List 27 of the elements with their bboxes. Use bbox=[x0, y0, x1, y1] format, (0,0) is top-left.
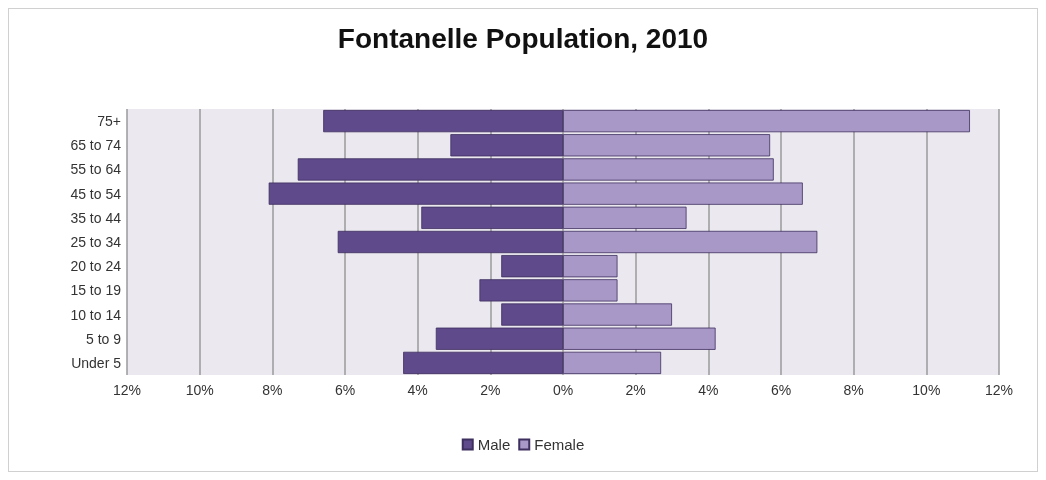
y-tick-label: 25 to 34 bbox=[70, 234, 122, 250]
y-tick-label: 55 to 64 bbox=[70, 161, 122, 178]
y-tick-label: 65 to 74 bbox=[70, 137, 122, 154]
y-tick-label: 75+ bbox=[97, 113, 121, 130]
x-tick-label: 8% bbox=[843, 382, 864, 398]
y-tick-label: 10 to 14 bbox=[70, 306, 122, 323]
x-tick-label: 10% bbox=[912, 382, 941, 398]
legend-label: Male bbox=[477, 436, 511, 453]
x-tick-label: 12% bbox=[984, 382, 1014, 398]
y-tick-label: 35 to 44 bbox=[70, 209, 122, 226]
x-tick-label: 0% bbox=[552, 382, 574, 398]
y-tick-label: Under 5 bbox=[71, 354, 122, 371]
x-tick-label: 12% bbox=[112, 382, 142, 398]
x-tick-label: 4% bbox=[698, 382, 719, 398]
chart-title: Fontanelle Population, 2010 bbox=[337, 22, 709, 54]
y-tick-label: 45 to 54 bbox=[70, 185, 122, 202]
y-tick-label: 20 to 24 bbox=[70, 258, 122, 275]
x-tick-label: 10% bbox=[185, 382, 214, 398]
x-tick-label: 2% bbox=[480, 382, 501, 398]
x-tick-label: 4% bbox=[407, 382, 428, 398]
x-tick-label: 2% bbox=[625, 382, 646, 398]
x-tick-label: 6% bbox=[334, 382, 356, 398]
x-tick-label: 6% bbox=[770, 382, 792, 398]
y-tick-label: 5 to 9 bbox=[85, 330, 122, 347]
x-tick-label: 8% bbox=[262, 382, 283, 398]
legend-label: Female bbox=[534, 436, 585, 453]
y-tick-label: 15 to 19 bbox=[70, 282, 122, 299]
